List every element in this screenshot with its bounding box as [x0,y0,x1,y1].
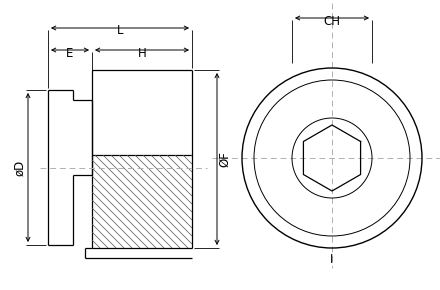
Text: E: E [66,47,73,60]
Text: L: L [117,24,123,37]
Text: H: H [138,47,147,60]
Text: I: I [330,253,334,266]
Text: CH: CH [323,15,341,28]
Text: ØF: ØF [219,151,231,167]
Text: øD: øD [14,160,26,176]
